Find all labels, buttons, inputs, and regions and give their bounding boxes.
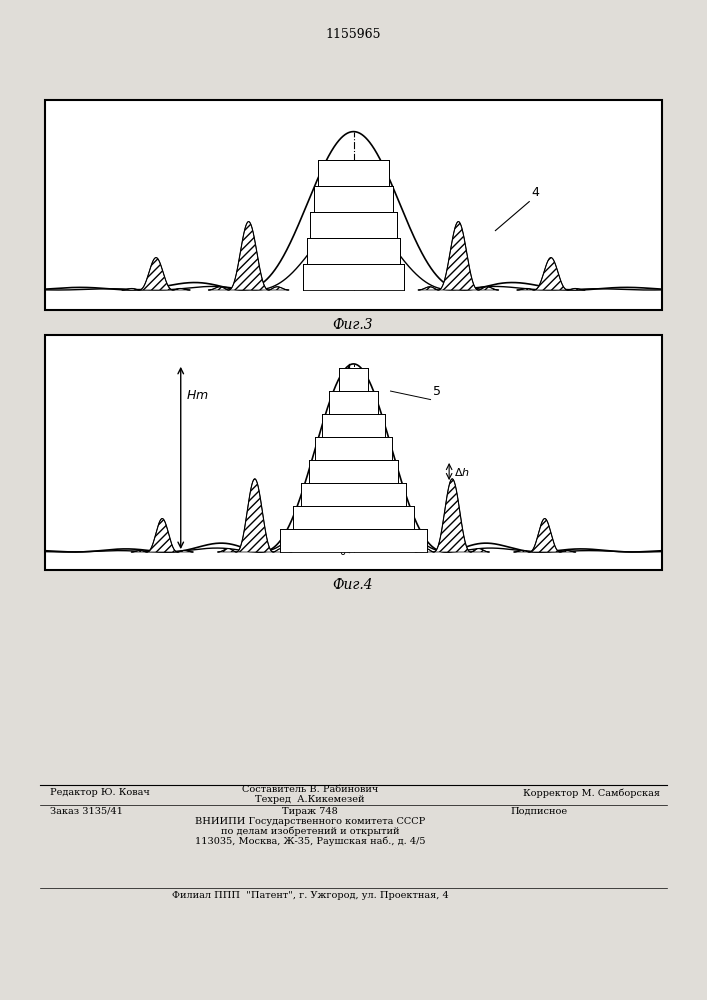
Text: Техред  А.Кикемезей: Техред А.Кикемезей <box>255 795 365 804</box>
Text: Подписное: Подписное <box>510 807 567 816</box>
Text: $Hm$: $Hm$ <box>186 389 209 402</box>
Text: 113035, Москва, Ж-35, Раушская наб., д. 4/5: 113035, Москва, Ж-35, Раушская наб., д. … <box>194 837 425 846</box>
Text: Тираж 748: Тираж 748 <box>282 807 338 816</box>
Text: Корректор М. Самборская: Корректор М. Самборская <box>523 788 660 798</box>
Text: c: c <box>378 504 385 514</box>
Text: Филиал ППП  "Патент", г. Ужгород, ул. Проектная, 4: Филиал ППП "Патент", г. Ужгород, ул. Про… <box>172 891 448 900</box>
Text: 2: 2 <box>339 501 346 511</box>
Text: ВНИИПИ Государственного комитета СССР: ВНИИПИ Государственного комитета СССР <box>195 817 425 826</box>
Bar <box>45 100 662 310</box>
Text: Составитель В. Рабинович: Составитель В. Рабинович <box>242 785 378 794</box>
Text: i: i <box>343 432 346 442</box>
Text: Фиг.3: Фиг.3 <box>333 318 373 332</box>
Text: 4: 4 <box>531 186 539 199</box>
Text: i-1: i-1 <box>333 455 346 465</box>
Text: 1155965: 1155965 <box>325 28 381 41</box>
Text: Редактор Ю. Ковач: Редактор Ю. Ковач <box>50 788 150 797</box>
Text: Заказ 3135/41: Заказ 3135/41 <box>50 807 123 816</box>
Text: Фиг.4: Фиг.4 <box>333 578 373 592</box>
Text: i+1: i+1 <box>329 409 346 419</box>
Text: 5: 5 <box>433 385 440 398</box>
Text: 1: 1 <box>339 524 346 534</box>
Text: по делам изобретений и открытий: по делам изобретений и открытий <box>221 827 399 836</box>
Bar <box>45 335 662 570</box>
Text: $hm$: $hm$ <box>370 218 392 232</box>
Text: 0: 0 <box>339 547 346 557</box>
Text: $\Delta h$: $\Delta h$ <box>454 466 470 478</box>
